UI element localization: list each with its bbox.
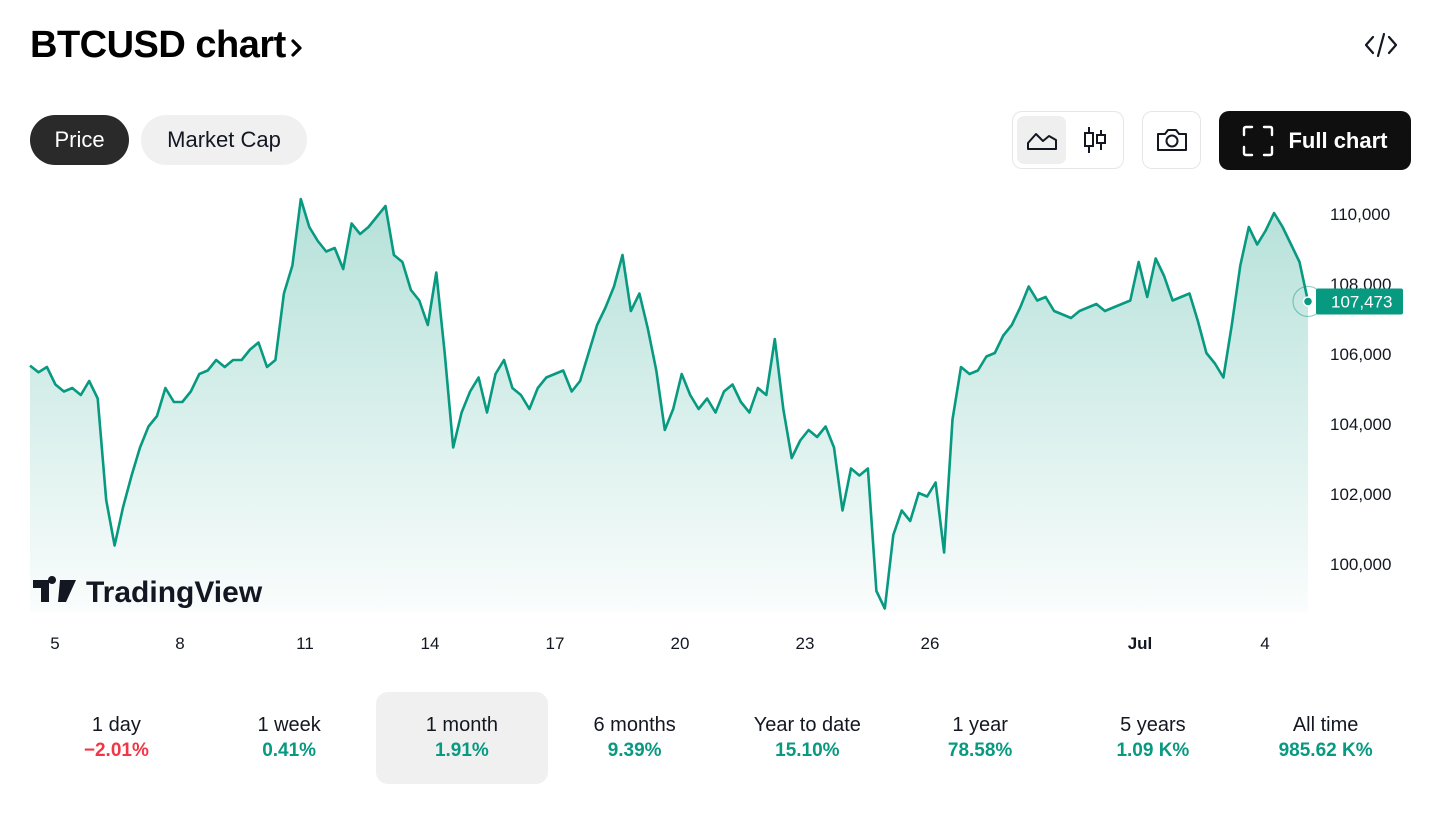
y-tick-label: 104,000	[1330, 415, 1391, 434]
price-area-fill	[30, 199, 1308, 612]
price-chart[interactable]: TradingView 110,000108,000106,000104,000…	[0, 180, 1440, 670]
watermark-text: TradingView	[86, 576, 263, 609]
y-tick-label: 106,000	[1330, 345, 1391, 364]
period-label: 5 years	[1120, 714, 1186, 736]
period-label: 1 day	[91, 714, 141, 736]
x-tick-label: 26	[921, 634, 940, 653]
x-tick-label: 8	[175, 634, 184, 653]
period-change: 985.62 K%	[1278, 740, 1373, 761]
x-tick-label: 5	[50, 634, 59, 653]
price-series-line	[29, 197, 1310, 610]
x-tick-label: 4	[1260, 634, 1269, 653]
period-change: −2.01%	[83, 740, 149, 761]
tab-market-cap[interactable]: Market Cap	[141, 115, 307, 165]
code-brackets-icon	[1364, 32, 1398, 58]
full-chart-button[interactable]: Full chart	[1219, 111, 1411, 170]
chevron-right-icon	[291, 39, 302, 57]
period-6-months[interactable]: 6 months 9.39%	[548, 692, 721, 784]
period-1-day[interactable]: 1 day −2.01%	[30, 692, 203, 784]
y-tick-label: 110,000	[1330, 205, 1390, 224]
x-tick-label: Jul	[1128, 634, 1153, 653]
chart-style-group	[1012, 111, 1124, 169]
candle-style-button[interactable]	[1070, 116, 1119, 164]
x-tick-label: 23	[796, 634, 815, 653]
period-label: 1 week	[257, 714, 321, 736]
tab-market-cap-label: Market Cap	[167, 127, 281, 152]
period-all-time[interactable]: All time 985.62 K%	[1239, 692, 1412, 784]
tab-price[interactable]: Price	[30, 115, 129, 165]
period-change: 1.91%	[434, 740, 489, 761]
period-1-week[interactable]: 1 week 0.41%	[203, 692, 376, 784]
period-change: 78.58%	[947, 740, 1013, 761]
tradingview-logo-icon	[33, 576, 76, 602]
x-tick-label: 17	[546, 634, 565, 653]
period-change: 9.39%	[607, 740, 662, 761]
period-label: 1 year	[952, 714, 1008, 736]
period-label: 1 month	[425, 714, 498, 736]
period-1-month[interactable]: 1 month 1.91%	[375, 692, 549, 784]
embed-code-button[interactable]	[1360, 26, 1402, 64]
y-tick-label: 102,000	[1330, 485, 1391, 504]
snapshot-button[interactable]	[1142, 111, 1201, 169]
page-title: BTCUSD chart	[30, 24, 286, 66]
period-1-year[interactable]: 1 year 78.58%	[894, 692, 1067, 784]
fullscreen-corners-icon	[1243, 125, 1274, 156]
period-selector: 1 day −2.01% 1 week 0.41% 1 month 1.91% 6 mont…	[30, 692, 1412, 784]
chart-title-link[interactable]: BTCUSD chart	[30, 22, 304, 68]
period-label: All time	[1292, 714, 1359, 736]
x-tick-label: 14	[421, 634, 440, 653]
candlestick-icon	[1083, 127, 1106, 153]
period-change: 1.09 K%	[1116, 740, 1190, 761]
period-change: 0.41%	[262, 740, 317, 761]
period-change: 15.10%	[775, 740, 840, 761]
last-point-marker	[1302, 296, 1314, 307]
x-tick-label: 20	[671, 634, 690, 653]
period-label: 6 months	[593, 714, 676, 736]
last-price-badge	[1316, 288, 1403, 315]
period-year-to-date[interactable]: Year to date 15.10%	[721, 692, 894, 784]
x-tick-label: 11	[296, 634, 314, 653]
tradingview-watermark: TradingView	[33, 576, 263, 609]
full-chart-label: Full chart	[1288, 127, 1388, 153]
camera-icon	[1156, 129, 1187, 151]
area-chart-icon	[1026, 133, 1057, 150]
y-tick-label: 100,000	[1330, 555, 1391, 574]
period-label: Year to date	[753, 714, 861, 736]
area-style-button[interactable]	[1017, 116, 1066, 164]
period-5-years[interactable]: 5 years 1.09 K%	[1067, 692, 1240, 784]
tab-price-label: Price	[54, 127, 105, 152]
last-price-label: 107,473	[1331, 292, 1392, 311]
